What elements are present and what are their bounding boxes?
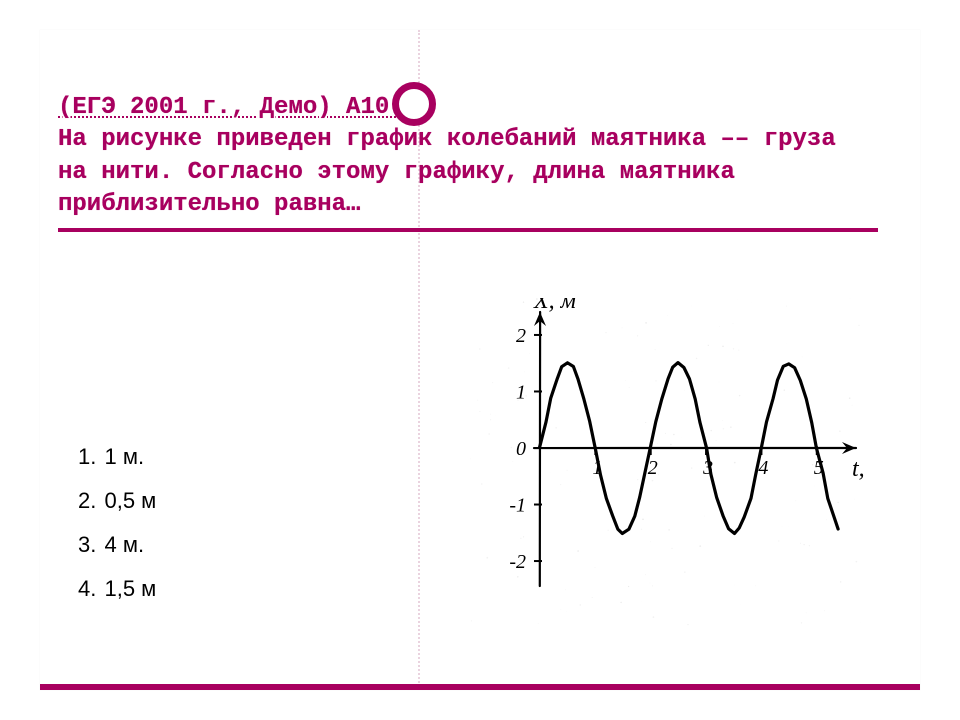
answer-3: 3. 4 м.: [78, 523, 156, 567]
answer-2: 2. 0,5 м: [78, 479, 156, 523]
svg-text:t, с: t, с: [852, 456, 870, 482]
question-title: (ЕГЭ 2001 г., Демо) А10. На рисунке прив…: [58, 92, 878, 232]
answer-2-text: 0,5 м: [104, 488, 156, 513]
answer-4-num: 4.: [78, 576, 96, 601]
answer-1-num: 1.: [78, 444, 96, 469]
svg-text:X, м: X, м: [533, 298, 576, 314]
oscillation-chart: -2-112012345X, мt, с: [470, 298, 870, 628]
slide: (ЕГЭ 2001 г., Демо) А10. На рисунке прив…: [40, 30, 920, 690]
answer-1-text: 1 м.: [104, 444, 144, 469]
svg-text:1: 1: [516, 381, 526, 403]
svg-text:-1: -1: [509, 495, 526, 517]
chart-svg: -2-112012345X, мt, с: [470, 298, 870, 628]
accent-circle-icon: [392, 82, 436, 126]
bottom-rule: [40, 684, 920, 690]
title-source-line: (ЕГЭ 2001 г., Демо) А10.: [58, 92, 878, 124]
answer-3-num: 3.: [78, 532, 96, 557]
answer-4: 4. 1,5 м: [78, 567, 156, 611]
svg-text:2: 2: [516, 325, 526, 347]
answer-3-text: 4 м.: [104, 532, 144, 557]
svg-text:0: 0: [516, 438, 526, 460]
answer-list: 1. 1 м. 2. 0,5 м 3. 4 м. 4. 1,5 м: [78, 435, 156, 611]
answer-2-num: 2.: [78, 488, 96, 513]
svg-text:-2: -2: [509, 551, 526, 573]
answer-1: 1. 1 м.: [78, 435, 156, 479]
title-question-text: На рисунке приведен график колебаний мая…: [58, 124, 878, 221]
answer-4-text: 1,5 м: [104, 576, 156, 601]
